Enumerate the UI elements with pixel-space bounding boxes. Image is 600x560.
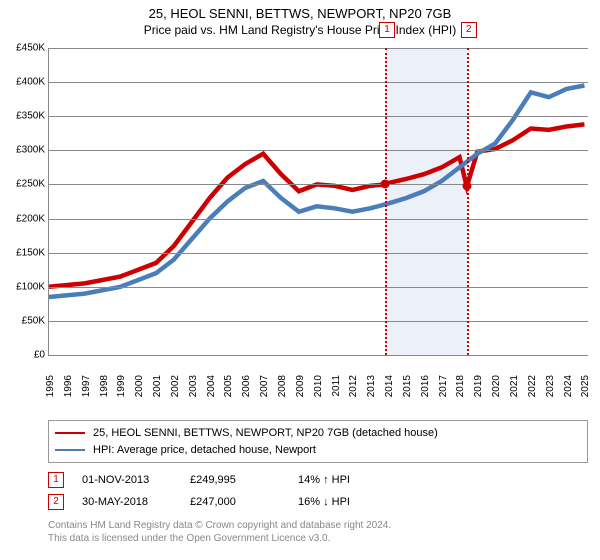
sale-row: 2 30-MAY-2018 £247,000 16% ↓ HPI — [48, 491, 588, 513]
sale-marker-index: 2 — [48, 494, 64, 510]
sale-marker-label: 1 — [379, 22, 395, 38]
x-tick-label: 1998 — [99, 375, 110, 397]
gridline-h — [49, 82, 588, 83]
sale-marker-line: 2 — [467, 48, 469, 355]
chart-subtitle: Price paid vs. HM Land Registry's House … — [0, 23, 600, 41]
x-tick-label: 2008 — [277, 375, 288, 397]
legend-box: 25, HEOL SENNI, BETTWS, NEWPORT, NP20 7G… — [48, 420, 588, 463]
x-tick-label: 2020 — [491, 375, 502, 397]
sale-marker-label: 2 — [461, 22, 477, 38]
x-tick-label: 2022 — [527, 375, 538, 397]
gridline-h — [49, 116, 588, 117]
gridline-h — [49, 287, 588, 288]
sale-price: £247,000 — [190, 496, 280, 508]
x-tick-label: 2017 — [438, 375, 449, 397]
x-tick-label: 2002 — [170, 375, 181, 397]
x-tick-label: 2012 — [348, 375, 359, 397]
x-tick-label: 2013 — [366, 375, 377, 397]
y-tick-label: £0 — [34, 350, 45, 361]
y-tick-label: £450K — [16, 43, 45, 54]
x-tick-label: 2024 — [563, 375, 574, 397]
line-series-svg — [49, 48, 588, 355]
x-tick-label: 2018 — [455, 375, 466, 397]
x-tick-label: 1995 — [45, 375, 56, 397]
y-tick-label: £150K — [16, 247, 45, 258]
chart-title: 25, HEOL SENNI, BETTWS, NEWPORT, NP20 7G… — [0, 0, 600, 23]
legend-row-2: HPI: Average price, detached house, Newp… — [55, 442, 581, 459]
x-tick-label: 2014 — [384, 375, 395, 397]
x-tick-label: 2009 — [295, 375, 306, 397]
y-tick-label: £100K — [16, 281, 45, 292]
x-tick-label: 1999 — [116, 375, 127, 397]
gridline-h — [49, 321, 588, 322]
y-tick-label: £250K — [16, 179, 45, 190]
license-line-2: This data is licensed under the Open Gov… — [48, 532, 588, 545]
legend-swatch-1 — [55, 432, 85, 434]
x-tick-label: 2003 — [188, 375, 199, 397]
legend-row-1: 25, HEOL SENNI, BETTWS, NEWPORT, NP20 7G… — [55, 425, 581, 442]
sale-marker-dot — [462, 182, 471, 191]
y-tick-label: £400K — [16, 77, 45, 88]
sale-delta: 14% ↑ HPI — [298, 474, 388, 486]
y-tick-label: £300K — [16, 145, 45, 156]
y-tick-label: £50K — [22, 315, 45, 326]
sale-delta: 16% ↓ HPI — [298, 496, 388, 508]
sale-row: 1 01-NOV-2013 £249,995 14% ↑ HPI — [48, 469, 588, 491]
x-tick-label: 2015 — [402, 375, 413, 397]
sale-marker-line: 1 — [385, 48, 387, 355]
sale-price: £249,995 — [190, 474, 280, 486]
sale-rows: 1 01-NOV-2013 £249,995 14% ↑ HPI 2 30-MA… — [48, 469, 588, 513]
sale-marker-index: 1 — [48, 472, 64, 488]
sale-date: 01-NOV-2013 — [82, 474, 172, 486]
sale-marker-dot — [381, 180, 390, 189]
gridline-h — [49, 219, 588, 220]
x-tick-label: 2000 — [134, 375, 145, 397]
plot-region: £0£50K£100K£150K£200K£250K£300K£350K£400… — [48, 48, 588, 356]
license-line-1: Contains HM Land Registry data © Crown c… — [48, 519, 588, 532]
x-tick-label: 2011 — [331, 375, 342, 397]
gridline-h — [49, 184, 588, 185]
x-tick-label: 2005 — [223, 375, 234, 397]
license-text: Contains HM Land Registry data © Crown c… — [48, 519, 588, 545]
y-tick-label: £200K — [16, 213, 45, 224]
gridline-h — [49, 253, 588, 254]
series-line — [49, 86, 584, 297]
legend-label-2: HPI: Average price, detached house, Newp… — [93, 442, 316, 459]
legend-and-notes: 25, HEOL SENNI, BETTWS, NEWPORT, NP20 7G… — [48, 420, 588, 545]
x-tick-label: 2001 — [152, 375, 163, 397]
sale-date: 30-MAY-2018 — [82, 496, 172, 508]
x-tick-label: 2007 — [259, 375, 270, 397]
chart-container: 25, HEOL SENNI, BETTWS, NEWPORT, NP20 7G… — [0, 0, 600, 560]
gridline-h — [49, 48, 588, 49]
gridline-h — [49, 150, 588, 151]
legend-label-1: 25, HEOL SENNI, BETTWS, NEWPORT, NP20 7G… — [93, 425, 438, 442]
chart-area: £0£50K£100K£150K£200K£250K£300K£350K£400… — [48, 48, 588, 378]
y-tick-label: £350K — [16, 111, 45, 122]
x-tick-label: 2023 — [545, 375, 556, 397]
x-tick-label: 2021 — [509, 375, 520, 397]
x-tick-label: 1996 — [63, 375, 74, 397]
x-tick-label: 2006 — [241, 375, 252, 397]
x-tick-label: 2004 — [206, 375, 217, 397]
x-tick-label: 1997 — [81, 375, 92, 397]
x-tick-label: 2025 — [580, 375, 591, 397]
x-tick-label: 2016 — [420, 375, 431, 397]
x-tick-label: 2010 — [313, 375, 324, 397]
legend-swatch-2 — [55, 449, 85, 451]
x-tick-label: 2019 — [473, 375, 484, 397]
